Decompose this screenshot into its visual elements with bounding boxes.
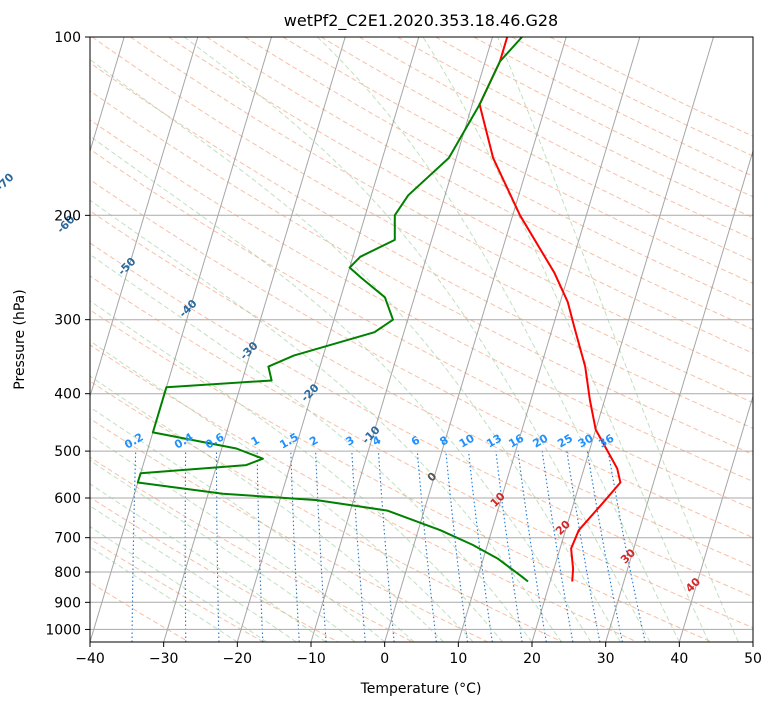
dry-adiabat-line [130, 37, 753, 379]
moist-adiabat-line [90, 199, 562, 642]
mixing-ratio-line [607, 451, 646, 642]
moist-adiabat-line [90, 459, 356, 642]
x-tick-label: −20 [223, 651, 253, 667]
isotherms [90, 37, 753, 642]
x-tick-label: 50 [744, 651, 762, 667]
y-axis-title: Pressure (hPa) [12, 289, 28, 389]
axes: −40 −30 −20 −10 0 10 20 30 40 50 100 200 300 400 500 60… [45, 30, 762, 667]
isotherm-line [310, 37, 493, 642]
moist-adiabat-line [183, 37, 651, 642]
y-tick-label: 500 [54, 444, 81, 460]
moist-adiabat-line [317, 37, 680, 642]
moist-adiabat-line [90, 253, 533, 642]
dry-adiabat-line [90, 210, 753, 568]
x-tick-label: 30 [597, 651, 615, 667]
dry-adiabat-line [511, 37, 753, 157]
dewpoint-line [136, 37, 529, 583]
isotherm-line [163, 37, 346, 642]
y-tick-label: 800 [54, 565, 81, 581]
dry-adiabat-line [90, 242, 753, 598]
y-tick-label: 400 [54, 387, 81, 403]
moist-adiabat-line [422, 37, 710, 642]
isotherm-line [90, 37, 272, 642]
dry-adiabat-line [206, 37, 753, 330]
mixing-ratio-line [377, 451, 395, 642]
y-tick-label: 100 [54, 30, 81, 46]
moist-adiabat-line [90, 300, 503, 642]
isotherm-line [457, 37, 641, 642]
profile-lines [136, 37, 622, 583]
mixing-ratio-lines [131, 451, 646, 642]
isotherm-line [531, 37, 714, 642]
moist-adiabat-line [90, 58, 621, 642]
plot-area [90, 37, 753, 642]
moist-adiabat-line [497, 37, 739, 642]
y-tick-label: 200 [54, 208, 81, 224]
dry-adiabat-line [90, 309, 712, 642]
x-tick-label: 0 [380, 651, 389, 667]
x-tick-label: 10 [449, 651, 467, 667]
mixing-ratio-line [467, 451, 493, 642]
isotherm-line [236, 37, 420, 642]
x-tick-label: 40 [670, 651, 688, 667]
y-tick-label: 1000 [45, 622, 81, 638]
mixing-ratio-line [351, 451, 366, 642]
dry-adiabat-line [90, 380, 563, 642]
y-tick-label: 300 [54, 313, 81, 329]
moist-adiabat-line [90, 483, 326, 642]
isotherm-line [678, 394, 753, 642]
mixing-ratio-line [445, 451, 469, 642]
x-tick-label: −30 [149, 651, 179, 667]
mixing-ratio-line [416, 451, 437, 642]
plot-frame [89, 36, 754, 643]
mixing-ratio-line [495, 451, 523, 642]
dry-adiabat-line [90, 62, 753, 429]
dry-adiabat-line [435, 37, 753, 198]
moist-adiabat-line [90, 526, 268, 642]
moist-adiabat-line [90, 135, 592, 642]
pressure-gridlines [90, 37, 753, 630]
y-tick-label: 700 [54, 531, 81, 547]
isotherm-line [90, 37, 125, 153]
x-axis-title: Temperature (°C) [360, 681, 482, 697]
mixing-ratio-line [586, 451, 623, 642]
dry-adiabat-line [359, 37, 753, 240]
x-tick-label: 20 [523, 651, 541, 667]
dry-adiabat-line [90, 119, 753, 483]
isotherm-line [605, 149, 753, 642]
isotherm-line [384, 37, 567, 642]
x-tick-label: −10 [296, 651, 326, 667]
y-tick-label: 900 [54, 595, 81, 611]
isotherm-line [90, 37, 199, 399]
chart-title: wetPf2_C2E1.2020.353.18.46.G28 [284, 11, 558, 31]
dry-adiabat-line [90, 90, 753, 456]
x-tick-label: −40 [75, 651, 105, 667]
dry-adiabat-line [90, 456, 414, 642]
y-tick-label: 600 [54, 491, 81, 507]
moist-adiabat-line [90, 340, 474, 642]
temperature-line [478, 37, 622, 582]
mixing-ratio-line [517, 451, 547, 642]
moist-adiabat-line [90, 505, 297, 642]
dry-adiabat-line [282, 37, 753, 284]
